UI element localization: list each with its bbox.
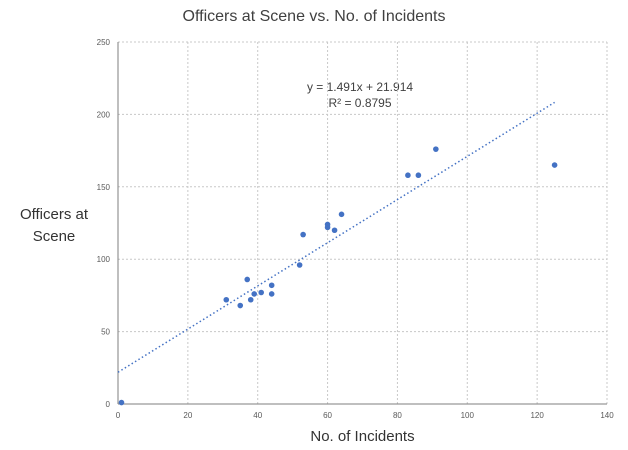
x-tick-label: 120 xyxy=(530,411,544,420)
data-point xyxy=(324,224,331,231)
data-point xyxy=(237,302,244,309)
data-point xyxy=(433,146,439,152)
y-tick-label: 0 xyxy=(106,400,111,409)
data-point xyxy=(268,291,275,297)
data-point xyxy=(247,296,254,303)
data-point xyxy=(338,211,345,218)
data-point xyxy=(251,291,258,297)
y-tick-label: 250 xyxy=(97,38,111,47)
data-point xyxy=(296,262,303,268)
trendline xyxy=(117,101,556,373)
x-tick-label: 100 xyxy=(461,411,475,420)
x-tick-label: 0 xyxy=(116,411,121,420)
y-axis-label: Officers at Scene xyxy=(19,206,89,245)
trendline-equation-box: y = 1.491x + 21.914 R² = 0.8795 xyxy=(260,79,460,111)
trendline-r-squared: R² = 0.8795 xyxy=(328,96,392,110)
chart-title: Officers at Scene vs. No. of Incidents xyxy=(182,8,446,25)
data-point xyxy=(223,296,230,303)
tick-labels: 0 20 40 60 80 100 120 140 0 50 100 150 200 250 xyxy=(97,38,615,420)
data-points xyxy=(118,146,558,406)
data-point xyxy=(331,227,338,234)
trendline-equation: y = 1.491x + 21.914 xyxy=(306,80,414,94)
data-point xyxy=(405,172,411,179)
x-tick-label: 40 xyxy=(253,411,262,420)
x-tick-label: 140 xyxy=(600,411,614,420)
gridlines xyxy=(118,41,608,404)
x-tick-label: 60 xyxy=(323,411,332,420)
trendline-path xyxy=(117,101,556,373)
data-point xyxy=(258,289,265,296)
data-point xyxy=(268,282,275,289)
data-point xyxy=(244,276,251,283)
axes xyxy=(117,42,607,405)
data-point xyxy=(300,231,306,238)
y-tick-label: 150 xyxy=(97,183,111,192)
data-point xyxy=(118,399,125,406)
y-tick-label: 50 xyxy=(101,328,110,337)
x-tick-label: 20 xyxy=(183,411,192,420)
y-tick-label: 100 xyxy=(97,255,111,264)
x-axis-label: No. of Incidents xyxy=(310,428,415,445)
data-point xyxy=(415,172,422,179)
x-tick-label: 80 xyxy=(393,411,402,420)
data-point xyxy=(551,162,558,168)
y-tick-label: 200 xyxy=(97,110,111,119)
